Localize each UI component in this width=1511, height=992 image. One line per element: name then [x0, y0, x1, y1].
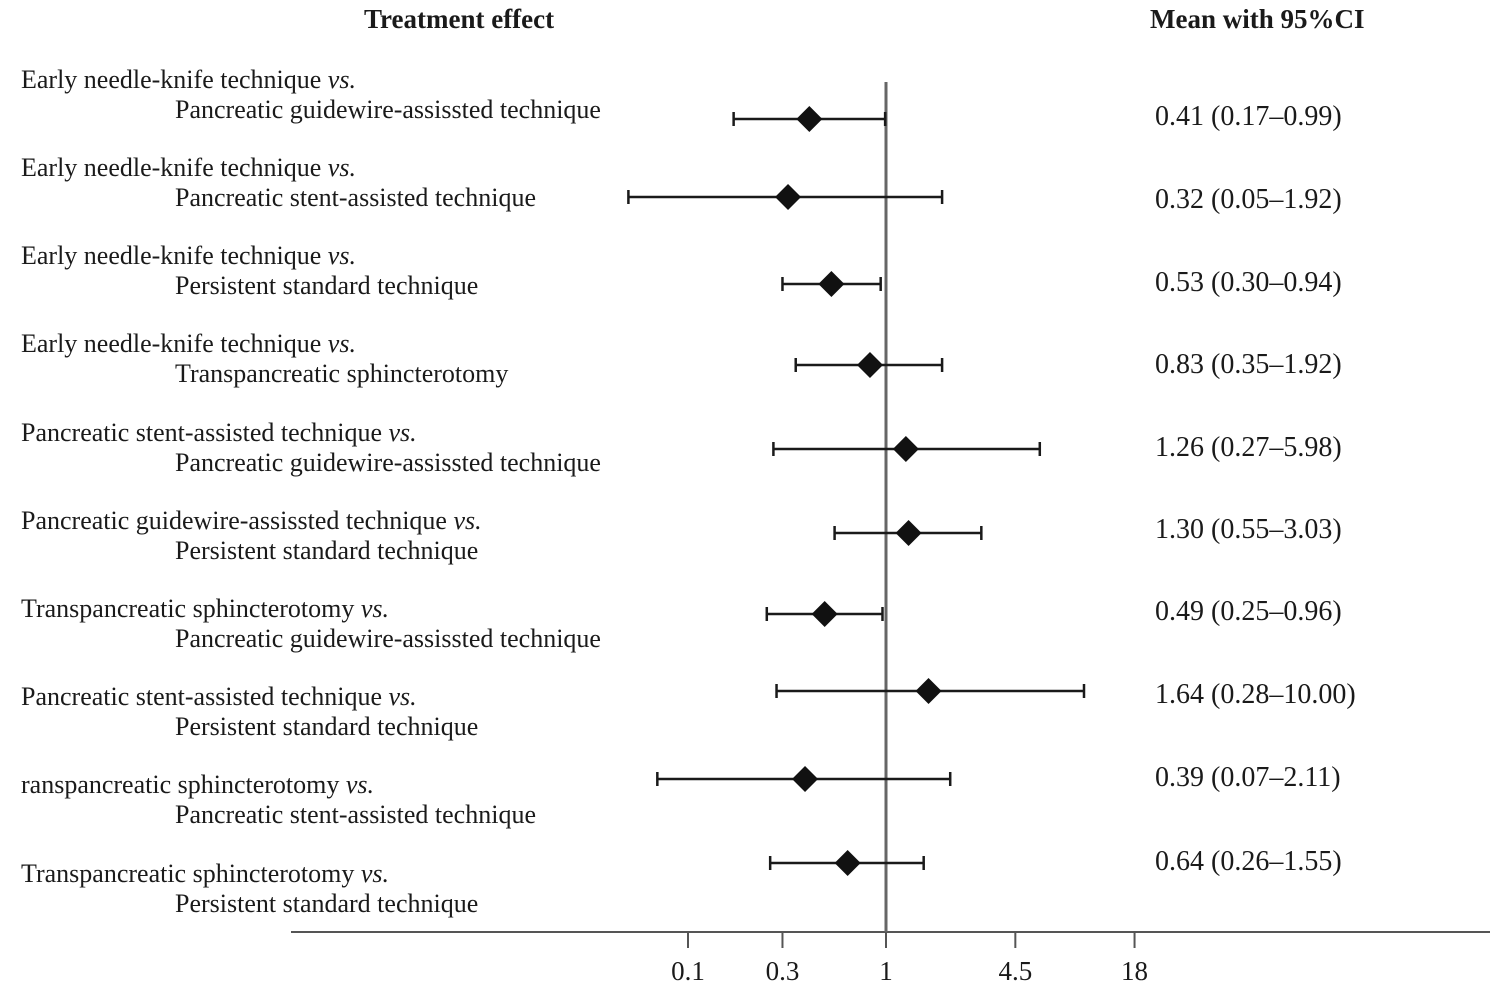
mean-ci-value: 0.64 (0.26–1.55) [1155, 846, 1342, 877]
vs-text: vs. [327, 241, 356, 270]
point-estimate-diamond [818, 271, 845, 297]
x-tick-label: 1 [879, 956, 893, 986]
mean-ci-value: 0.41 (0.17–0.99) [1155, 101, 1342, 132]
point-estimate-diamond [915, 678, 942, 704]
mean-ci-value: 1.30 (0.55–3.03) [1155, 514, 1342, 545]
comparison-label-line1: Early needle-knife technique vs. [21, 331, 356, 357]
comparison-label-line2: Pancreatic stent-assisted technique [175, 800, 536, 829]
vs-text: vs. [388, 418, 417, 447]
point-estimate-diamond [796, 106, 823, 132]
vs-text: vs. [360, 594, 390, 623]
vs-text: vs. [388, 682, 417, 711]
comparison-treatment-a: ranspancreatic sphincterotomy [21, 770, 346, 799]
comparison-label-line2: Persistent standard technique [175, 889, 479, 918]
x-tick-label: 4.5 [998, 956, 1033, 986]
x-tick-label: 18 [1121, 956, 1149, 986]
comparison-label-line1: ranspancreatic sphincterotomy vs. [21, 772, 374, 798]
comparison-label-line2: Persistent standard technique [175, 536, 479, 565]
vs-text: vs. [360, 859, 390, 888]
comparison-label-line1: Transpancreatic sphincterotomy vs. [21, 596, 389, 622]
comparison-label-line2: Pancreatic guidewire-assissted technique [175, 624, 601, 653]
comparison-label-line1: Pancreatic stent-assisted technique vs. [21, 684, 417, 710]
comparison-label-line2: Persistent standard technique [175, 712, 479, 741]
comparison-treatment-a: Early needle-knife technique [21, 153, 328, 182]
comparison-treatment-a: Transpancreatic sphincterotomy [21, 859, 361, 888]
vs-text: vs. [327, 153, 356, 182]
comparison-label-line2: Pancreatic guidewire-assissted technique [175, 448, 601, 477]
point-estimate-diamond [792, 766, 819, 792]
comparison-treatment-a: Pancreatic stent-assisted technique [21, 682, 389, 711]
comparison-treatment-a: Transpancreatic sphincterotomy [21, 594, 361, 623]
vs-text: vs. [453, 506, 482, 535]
comparison-treatment-a: Pancreatic stent-assisted technique [21, 418, 389, 447]
point-estimate-diamond [895, 520, 922, 546]
point-estimate-diamond [892, 436, 919, 462]
comparison-label-line2: Transpancreatic sphincterotomy [175, 359, 509, 388]
x-tick-label: 0.3 [765, 956, 800, 986]
point-estimate-diamond [775, 184, 802, 210]
vs-text: vs. [327, 329, 356, 358]
comparison-treatment-a: Early needle-knife technique [21, 329, 328, 358]
mean-ci-value: 1.26 (0.27–5.98) [1155, 432, 1342, 463]
treatment-effect-header: Treatment effect [364, 4, 555, 34]
mean-ci-value: 0.53 (0.30–0.94) [1155, 267, 1342, 298]
comparison-treatment-a: Early needle-knife technique [21, 65, 328, 94]
mean-ci-value: 0.49 (0.25–0.96) [1155, 596, 1342, 627]
comparison-label-line1: Early needle-knife technique vs. [21, 155, 356, 181]
point-estimate-diamond [811, 601, 838, 627]
comparison-treatment-a: Early needle-knife technique [21, 241, 328, 270]
comparison-label-line1: Pancreatic guidewire-assissted technique… [21, 508, 482, 534]
x-tick-label: 0.1 [671, 956, 705, 986]
mean-ci-header: Mean with 95%CI [1150, 4, 1365, 34]
mean-ci-value: 0.83 (0.35–1.92) [1155, 349, 1342, 380]
comparison-label-line1: Early needle-knife technique vs. [21, 243, 356, 269]
comparison-label-line2: Persistent standard technique [175, 271, 479, 300]
comparison-label-line2: Pancreatic guidewire-assissted technique [175, 95, 601, 124]
vs-text: vs. [327, 65, 356, 94]
point-estimate-diamond [834, 850, 861, 876]
comparison-label-line2: Pancreatic stent-assisted technique [175, 183, 536, 212]
mean-ci-value: 0.39 (0.07–2.11) [1155, 762, 1341, 793]
comparison-treatment-a: Pancreatic guidewire-assissted technique [21, 506, 454, 535]
comparison-label-line1: Transpancreatic sphincterotomy vs. [21, 861, 389, 887]
vs-text: vs. [345, 770, 375, 799]
mean-ci-value: 1.64 (0.28–10.00) [1155, 679, 1356, 710]
mean-ci-value: 0.32 (0.05–1.92) [1155, 184, 1342, 215]
comparison-label-line1: Pancreatic stent-assisted technique vs. [21, 420, 417, 446]
point-estimate-diamond [856, 352, 883, 378]
comparison-label-line1: Early needle-knife technique vs. [21, 67, 356, 93]
